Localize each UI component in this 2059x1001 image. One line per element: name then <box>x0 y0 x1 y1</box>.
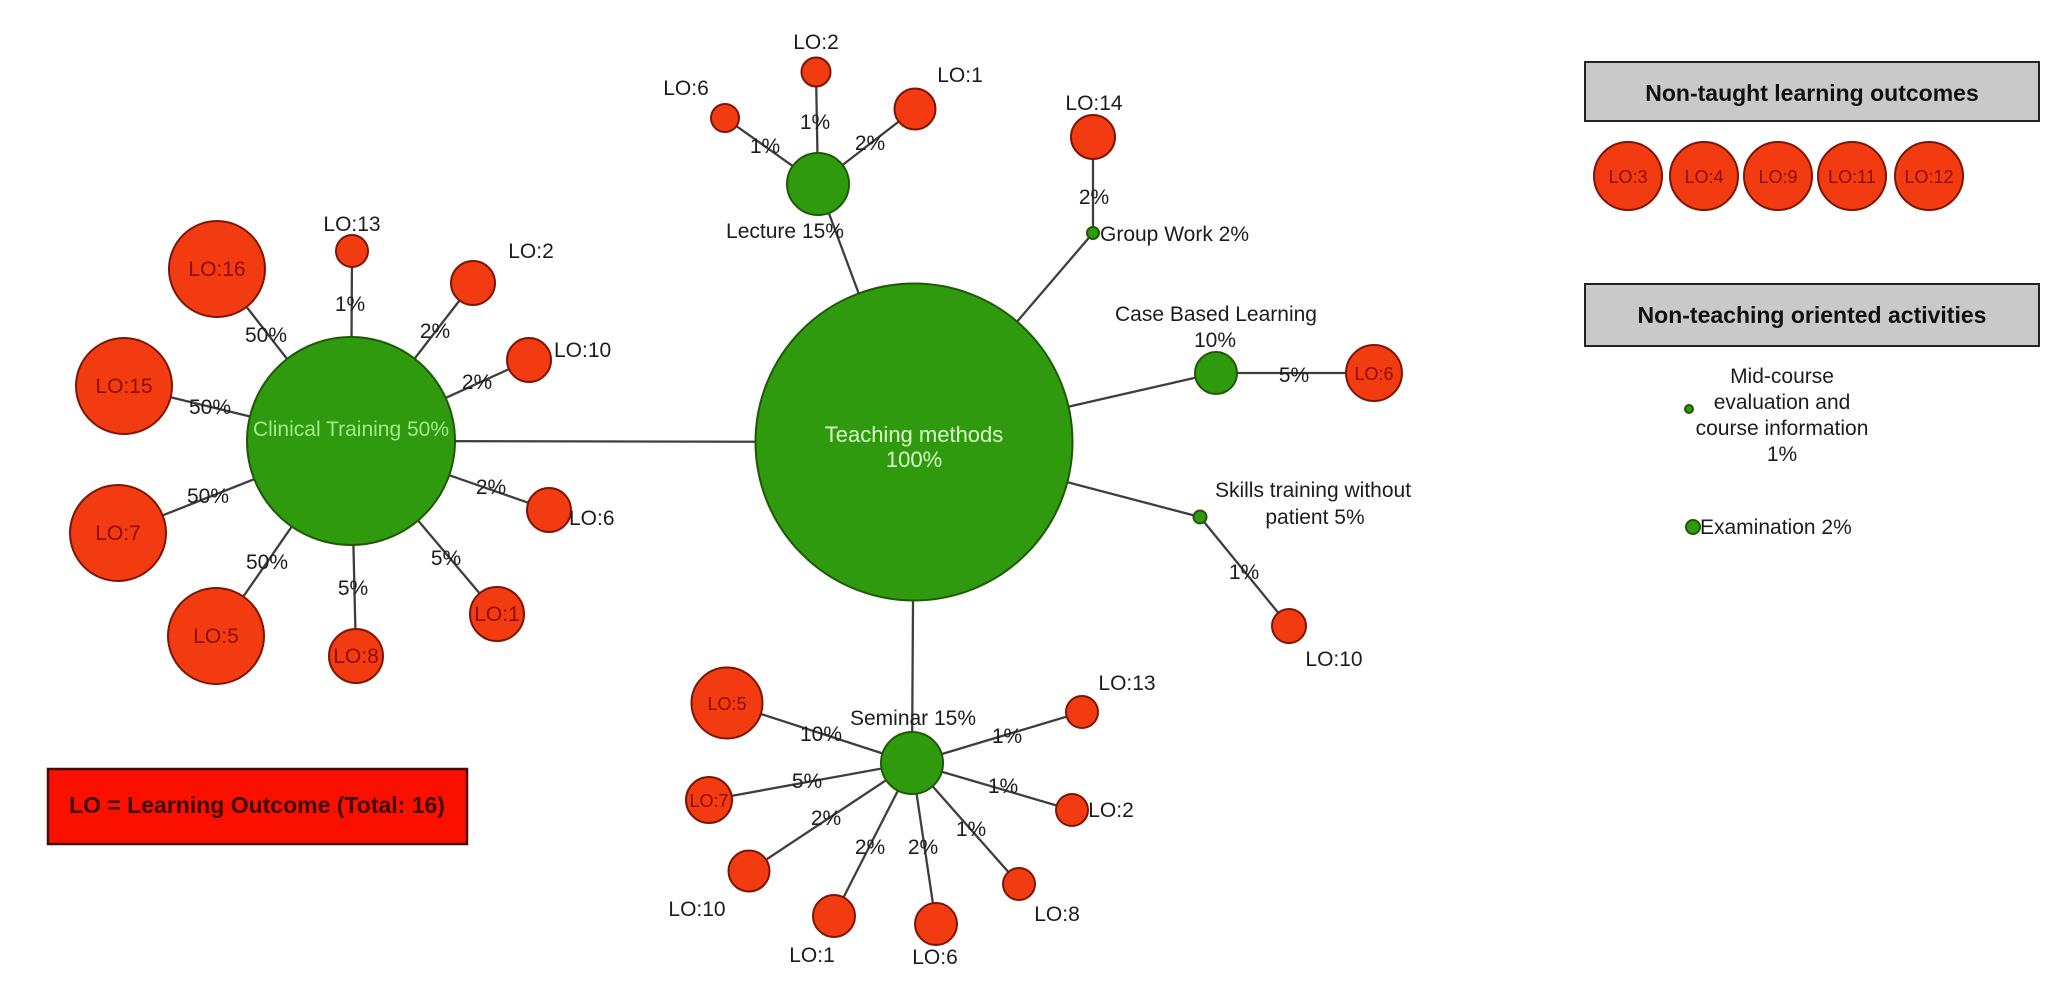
svg-text:Seminar 15%: Seminar 15% <box>850 707 976 730</box>
svg-text:LO:6: LO:6 <box>569 507 615 530</box>
svg-text:1%: 1% <box>750 135 780 158</box>
svg-text:Examination 2%: Examination 2% <box>1700 516 1852 539</box>
svg-text:LO:12: LO:12 <box>1904 167 1953 187</box>
svg-text:1%: 1% <box>988 775 1018 798</box>
svg-text:LO:5: LO:5 <box>707 694 746 714</box>
svg-text:10%: 10% <box>1194 329 1236 352</box>
svg-text:Non-taught learning outcomes: Non-taught learning outcomes <box>1645 80 1979 106</box>
svg-text:LO:13: LO:13 <box>1098 672 1155 695</box>
svg-text:5%: 5% <box>792 770 822 793</box>
svg-text:LO:3: LO:3 <box>1608 167 1647 187</box>
svg-text:2%: 2% <box>476 476 506 499</box>
svg-text:50%: 50% <box>189 396 231 419</box>
svg-text:50%: 50% <box>245 324 287 347</box>
svg-text:1%: 1% <box>956 818 986 841</box>
svg-text:LO:13: LO:13 <box>323 213 380 236</box>
svg-text:LO:2: LO:2 <box>508 240 554 263</box>
svg-text:LO:1: LO:1 <box>937 64 983 87</box>
svg-text:LO:10: LO:10 <box>1305 648 1362 671</box>
svg-text:LO:8: LO:8 <box>333 645 379 668</box>
svg-text:LO:10: LO:10 <box>554 339 611 362</box>
svg-text:100%: 100% <box>886 447 942 472</box>
svg-text:course information: course information <box>1696 417 1869 440</box>
svg-text:2%: 2% <box>420 320 450 343</box>
svg-text:5%: 5% <box>338 577 368 600</box>
svg-text:1%: 1% <box>800 111 830 134</box>
svg-text:LO:11: LO:11 <box>1828 167 1876 187</box>
svg-text:2%: 2% <box>462 371 492 394</box>
svg-text:LO:1: LO:1 <box>789 944 835 967</box>
svg-text:Skills training without: Skills training without <box>1215 479 1411 502</box>
svg-text:1%: 1% <box>992 725 1022 748</box>
svg-text:5%: 5% <box>1279 364 1309 387</box>
svg-text:Case Based Learning: Case Based Learning <box>1115 303 1317 326</box>
svg-text:evaluation and: evaluation and <box>1714 391 1851 414</box>
svg-text:patient 5%: patient 5% <box>1265 506 1364 529</box>
svg-text:Teaching methods: Teaching methods <box>825 422 1004 447</box>
svg-text:LO:6: LO:6 <box>1354 364 1393 384</box>
svg-text:LO:14: LO:14 <box>1065 92 1123 115</box>
svg-text:LO:7: LO:7 <box>689 791 728 811</box>
svg-text:LO:10: LO:10 <box>668 898 725 921</box>
svg-text:LO:15: LO:15 <box>95 375 152 398</box>
svg-text:2%: 2% <box>855 836 885 859</box>
svg-text:LO:9: LO:9 <box>1758 167 1797 187</box>
svg-text:2%: 2% <box>908 836 938 859</box>
svg-text:1%: 1% <box>335 293 365 316</box>
svg-text:LO:7: LO:7 <box>95 522 141 545</box>
svg-text:LO:16: LO:16 <box>188 258 245 281</box>
svg-text:10%: 10% <box>800 723 842 746</box>
svg-text:LO:8: LO:8 <box>1034 903 1080 926</box>
svg-text:LO:2: LO:2 <box>793 31 839 54</box>
svg-text:2%: 2% <box>811 807 841 830</box>
svg-text:LO:4: LO:4 <box>1684 167 1723 187</box>
svg-text:2%: 2% <box>855 132 885 155</box>
svg-text:1%: 1% <box>1767 443 1797 466</box>
svg-text:1%: 1% <box>1229 561 1259 584</box>
svg-text:LO = Learning Outcome (Total:: LO = Learning Outcome (Total: 16) <box>69 792 445 818</box>
svg-text:Clinical Training 50%: Clinical Training 50% <box>253 418 449 441</box>
svg-text:Group Work 2%: Group Work 2% <box>1100 223 1249 246</box>
svg-text:LO:6: LO:6 <box>912 946 958 969</box>
svg-text:2%: 2% <box>1079 186 1109 209</box>
svg-text:Mid-course: Mid-course <box>1730 365 1834 388</box>
svg-text:5%: 5% <box>431 547 461 570</box>
svg-text:Non-teaching oriented activiti: Non-teaching oriented activities <box>1638 302 1987 328</box>
svg-text:LO:6: LO:6 <box>663 77 709 100</box>
svg-text:50%: 50% <box>246 551 288 574</box>
svg-text:50%: 50% <box>187 485 229 508</box>
svg-text:LO:2: LO:2 <box>1088 799 1134 822</box>
svg-text:LO:5: LO:5 <box>193 625 239 648</box>
svg-text:Lecture 15%: Lecture 15% <box>726 220 844 243</box>
svg-text:LO:1: LO:1 <box>474 603 520 626</box>
